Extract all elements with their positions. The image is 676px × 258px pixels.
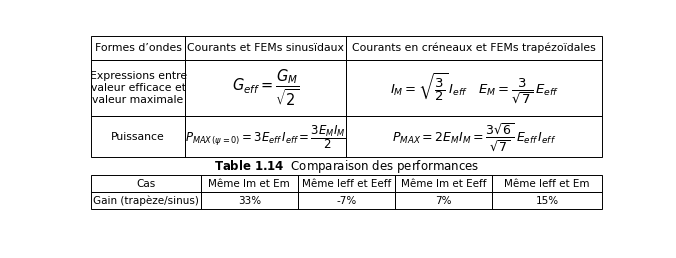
Bar (91, 175, 201, 192)
Text: Expressions entre
valeur efficace et
valeur maximale: Expressions entre valeur efficace et val… (89, 71, 187, 105)
Text: Même Im et Em: Même Im et Em (208, 179, 290, 189)
Text: Même Ieff et Eeff: Même Ieff et Eeff (301, 179, 391, 189)
Text: 33%: 33% (238, 196, 261, 206)
Bar (298, 175, 395, 192)
Bar (91, 192, 201, 209)
Bar (91, 36, 185, 60)
Text: -7%: -7% (337, 196, 356, 206)
Text: 15%: 15% (535, 196, 558, 206)
Text: Puissance: Puissance (112, 132, 165, 142)
Text: Formes d’ondes: Formes d’ondes (95, 43, 182, 53)
Bar (201, 192, 298, 209)
Bar (346, 60, 602, 116)
Bar (395, 192, 492, 209)
Text: $P_{MAX} = 2E_M I_M = \dfrac{3\sqrt{6}}{\sqrt{7}}\,E_{eff}\,I_{eff}$: $P_{MAX} = 2E_M I_M = \dfrac{3\sqrt{6}}{… (392, 121, 556, 153)
Text: Cas: Cas (136, 179, 155, 189)
Text: Gain (trapèze/sinus): Gain (trapèze/sinus) (93, 195, 199, 206)
Bar (91, 116, 185, 157)
Text: $I_M = \sqrt{\dfrac{3}{2}}\,I_{eff}\quad E_M = \dfrac{3}{\sqrt{7}}\,E_{eff}$: $I_M = \sqrt{\dfrac{3}{2}}\,I_{eff}\quad… (390, 71, 558, 105)
Text: Même Im et Eeff: Même Im et Eeff (401, 179, 486, 189)
Text: Même Ieff et Em: Même Ieff et Em (504, 179, 590, 189)
Bar (346, 36, 602, 60)
Text: 7%: 7% (435, 196, 452, 206)
Bar (395, 175, 492, 192)
Bar (298, 192, 395, 209)
Bar (492, 175, 602, 192)
Text: $P_{MAX\,(\psi = 0)} = 3E_{eff}\,I_{eff} = \dfrac{3E_M I_M}{2}$: $P_{MAX\,(\psi = 0)} = 3E_{eff}\,I_{eff}… (185, 123, 347, 151)
Text: $\mathbf{Table\ 1.14}$  Comparaison des performances: $\mathbf{Table\ 1.14}$ Comparaison des p… (214, 158, 479, 175)
Text: Courants en créneaux et FEMs trapézoïdales: Courants en créneaux et FEMs trapézoïdal… (352, 43, 596, 53)
Bar (185, 116, 346, 157)
Text: Courants et FEMs sinusïdaux: Courants et FEMs sinusïdaux (187, 43, 344, 53)
Bar (492, 192, 602, 209)
Bar (185, 36, 346, 60)
Bar (201, 175, 298, 192)
Text: $G_{eff} = \dfrac{G_M}{\sqrt{2}}$: $G_{eff} = \dfrac{G_M}{\sqrt{2}}$ (233, 68, 299, 108)
Bar (346, 116, 602, 157)
Bar (91, 60, 185, 116)
Bar (185, 60, 346, 116)
